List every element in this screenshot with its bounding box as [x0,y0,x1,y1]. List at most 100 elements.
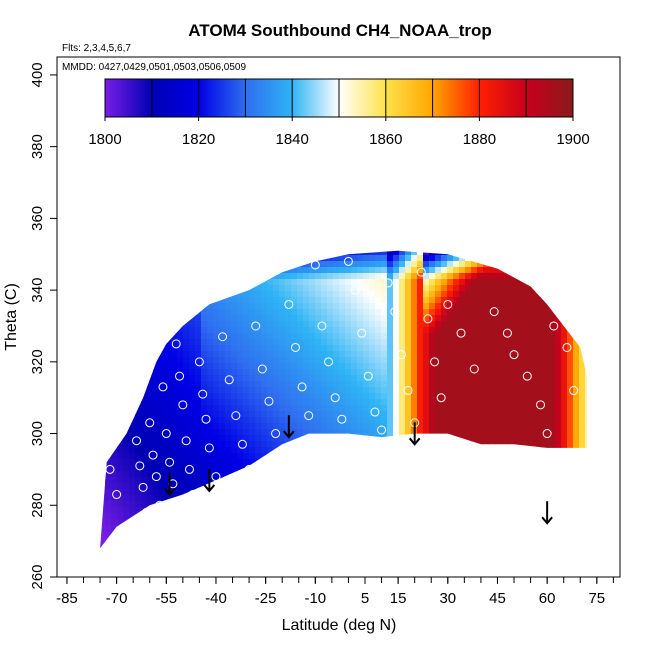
field-cell [171,399,178,406]
field-cell [447,291,454,298]
field-cell [207,507,214,514]
field-cell [159,267,166,274]
field-cell [177,453,184,460]
field-cell [159,255,166,262]
field-cell [123,369,130,376]
field-cell [357,429,364,436]
field-cell [177,321,184,328]
field-cell [249,501,256,508]
field-cell [93,555,100,562]
field-cell [267,291,274,298]
field-cell [417,477,424,484]
field-cell [201,405,208,412]
sample-point [357,328,367,338]
field-cell [279,513,286,520]
field-cell [429,309,436,316]
field-cell [315,525,322,532]
field-cell [195,549,202,556]
field-cell [267,435,274,442]
field-cell [207,261,214,268]
field-cell [381,357,388,364]
field-cell [459,417,466,424]
field-cell [579,291,586,298]
field-cell [477,351,484,358]
field-cell [375,447,382,454]
field-cell [477,519,484,526]
sample-point [161,429,171,439]
field-cell [399,363,406,370]
field-cell [231,381,238,388]
field-cell [153,429,160,436]
sample-point [297,382,307,392]
field-cell [303,255,310,262]
field-cell [255,495,262,502]
field-cell [411,495,418,502]
field-cell [453,285,460,292]
field-cell [249,549,256,556]
field-cell [237,369,244,376]
field-cell [237,459,244,466]
field-cell [309,267,316,274]
field-cell [117,291,124,298]
field-cell [363,489,370,496]
field-cell [483,435,490,442]
field-cell [435,250,442,256]
field-cell [447,519,454,526]
field-cell [549,495,556,502]
field-cell [531,369,538,376]
field-cell [100,309,106,316]
field-cell [501,291,508,298]
field-cell [531,357,538,364]
field-cell [105,423,112,430]
field-cell [393,477,400,484]
field-cell [291,303,298,310]
field-cell [345,501,352,508]
field-cell [219,453,226,460]
field-cell [237,417,244,424]
field-cell [195,285,202,292]
field-cell [231,285,238,292]
arrow-head [408,437,421,446]
field-cell [447,315,454,322]
field-cell [153,273,160,280]
field-cell [585,315,587,322]
field-cell [573,489,580,496]
field-cell [249,423,256,430]
field-cell [369,393,376,400]
field-cell [489,447,496,454]
field-cell [507,267,514,274]
field-cell [531,321,538,328]
field-cell [507,261,514,268]
field-cell [465,429,472,436]
field-cell [417,495,424,502]
field-cell [339,423,346,430]
field-cell [333,423,340,430]
field-cell [129,531,136,538]
field-cell [555,405,562,412]
field-cell [249,555,256,562]
field-cell [309,345,316,352]
field-cell [249,459,256,466]
field-cell [321,513,328,520]
field-cell [441,381,448,388]
field-cell [477,501,484,508]
field-cell [333,279,340,286]
field-cell [387,279,394,286]
field-cell [333,303,340,310]
sample-point [569,386,579,396]
field-cell [141,459,148,466]
field-cell [165,291,172,298]
field-cell [303,309,310,316]
field-cell [525,417,532,424]
field-cell [153,315,160,322]
field-cell [177,357,184,364]
field-cell [321,333,328,340]
field-cell [315,417,322,424]
field-cell [273,405,280,412]
field-cell [273,411,280,418]
field-cell [207,315,214,322]
field-cell [147,327,154,334]
field-cell [453,291,460,298]
field-cell [519,429,526,436]
field-cell [561,351,568,358]
